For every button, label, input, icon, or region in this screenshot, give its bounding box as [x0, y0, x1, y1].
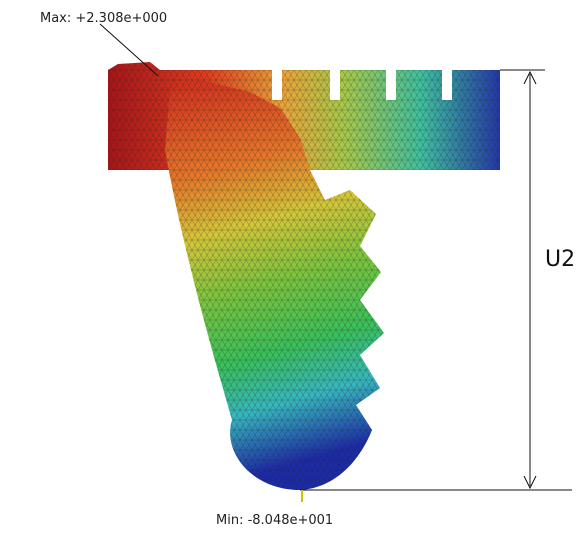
fea-plot: Max: +2.308e+000 Min: -8.048e+001 U2: [0, 0, 583, 536]
model: [108, 62, 500, 490]
max-label: Max: +2.308e+000: [40, 11, 167, 26]
min-label: Min: -8.048e+001: [216, 513, 333, 528]
dimension-label: U2: [545, 247, 575, 272]
